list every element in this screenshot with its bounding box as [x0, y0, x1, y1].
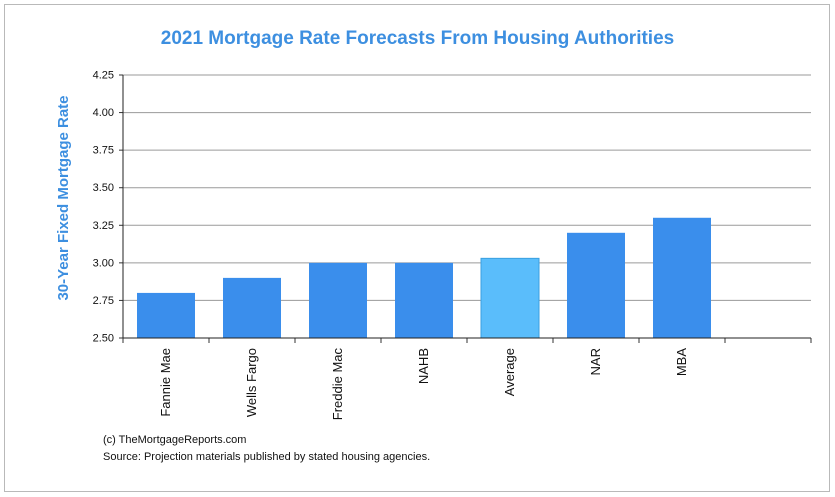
y-tick-label: 2.75 [93, 295, 114, 307]
bar-fannie-mae [137, 292, 195, 338]
y-tick-label: 3.25 [93, 220, 114, 232]
source-note: Source: Projection materials published b… [103, 451, 431, 463]
x-tick-label: Average [502, 348, 517, 396]
y-tick-labels: 2.50 2.75 3.00 3.25 3.50 3.75 4.00 4.25 [93, 70, 114, 345]
bar-mba [653, 217, 711, 338]
x-tick-label: NAR [588, 348, 603, 375]
y-tick-label: 3.00 [93, 257, 114, 269]
y-tick-label: 4.00 [93, 107, 114, 119]
bar-wells-fargo [223, 277, 281, 338]
y-tick-label: 4.25 [93, 70, 114, 82]
bars [137, 217, 711, 339]
bar-freddie-mac [309, 262, 367, 338]
x-tick-label: Wells Fargo [244, 348, 259, 417]
x-tick-label: Freddie Mac [330, 348, 345, 421]
y-tick-label: 3.75 [93, 145, 114, 157]
x-tick-label: NAHB [416, 348, 431, 384]
y-tick-label: 2.50 [93, 333, 114, 345]
x-tick-label: MBA [674, 348, 689, 377]
y-tick-label: 3.50 [93, 182, 114, 194]
x-tick-label: Fannie Mae [158, 348, 173, 417]
bar-nahb [395, 262, 453, 338]
chart-title: 2021 Mortgage Rate Forecasts From Housin… [160, 28, 675, 49]
bar-average [480, 257, 540, 339]
copyright-note: (c) TheMortgageReports.com [103, 434, 247, 446]
axes [119, 74, 812, 343]
x-tick-labels: Fannie Mae Wells Fargo Freddie Mac NAHB Aver… [158, 348, 689, 421]
bar-nar [567, 232, 625, 338]
